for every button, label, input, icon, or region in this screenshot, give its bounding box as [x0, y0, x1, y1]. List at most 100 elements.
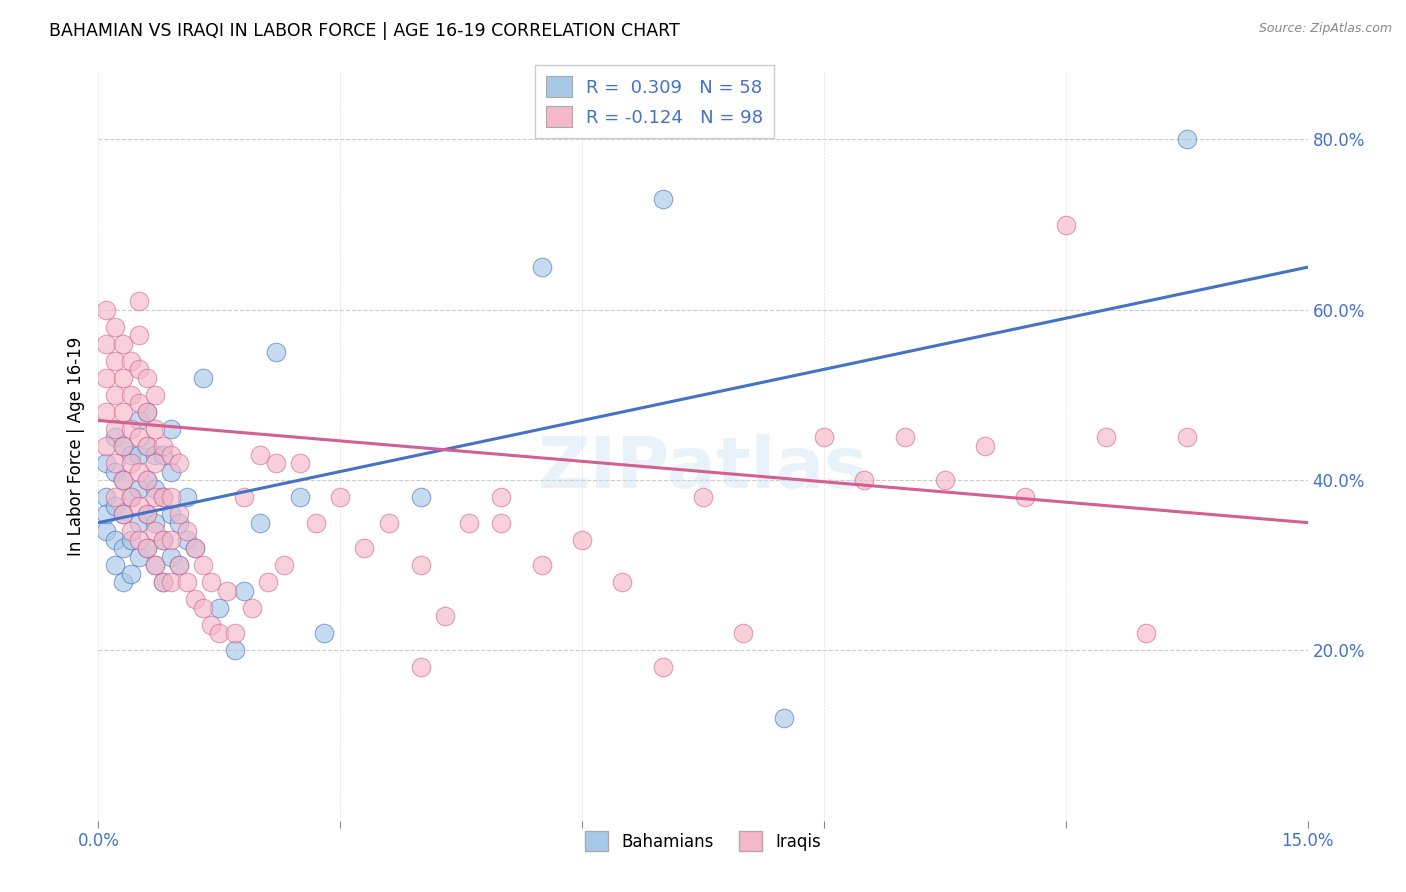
Point [103, 465, 125, 479]
Point [143, 482, 166, 496]
Point [135, 541, 157, 556]
Point [96, 405, 118, 419]
Point [934, 473, 956, 487]
Point [128, 430, 150, 444]
Point [974, 439, 997, 453]
Point [853, 473, 876, 487]
Point [143, 558, 166, 573]
Point [193, 600, 215, 615]
Point [120, 448, 142, 462]
Text: ZIPatlas: ZIPatlas [538, 434, 868, 503]
Point [224, 626, 246, 640]
Point [458, 516, 481, 530]
Point [96, 336, 118, 351]
Point [96, 456, 118, 470]
Point [152, 533, 174, 547]
Point [193, 558, 215, 573]
Point [103, 490, 125, 504]
Point [120, 456, 142, 470]
Point [111, 575, 134, 590]
Point [143, 448, 166, 462]
Point [103, 533, 125, 547]
Point [208, 626, 231, 640]
Point [135, 439, 157, 453]
Point [491, 490, 513, 504]
Point [111, 371, 134, 385]
Point [160, 549, 183, 564]
Point [152, 490, 174, 504]
Point [264, 345, 287, 359]
Point [571, 533, 593, 547]
Point [111, 541, 134, 556]
Point [120, 490, 142, 504]
Point [409, 558, 432, 573]
Point [273, 558, 295, 573]
Point [305, 516, 328, 530]
Point [135, 541, 157, 556]
Point [176, 490, 198, 504]
Point [1054, 218, 1077, 232]
Point [329, 490, 352, 504]
Point [103, 499, 125, 513]
Point [128, 413, 150, 427]
Point [120, 566, 142, 581]
Point [1014, 490, 1036, 504]
Point [143, 516, 166, 530]
Point [184, 592, 207, 607]
Point [96, 439, 118, 453]
Point [143, 558, 166, 573]
Point [135, 507, 157, 521]
Point [143, 524, 166, 538]
Point [96, 507, 118, 521]
Point [96, 302, 118, 317]
Point [232, 583, 254, 598]
Point [111, 507, 134, 521]
Point [128, 516, 150, 530]
Point [143, 456, 166, 470]
Point [103, 558, 125, 573]
Point [733, 626, 755, 640]
Point [167, 558, 190, 573]
Point [264, 456, 287, 470]
Point [103, 422, 125, 436]
Point [409, 490, 432, 504]
Point [167, 516, 190, 530]
Point [120, 524, 142, 538]
Point [160, 448, 183, 462]
Point [530, 260, 553, 275]
Point [167, 507, 190, 521]
Point [1175, 132, 1198, 146]
Point [128, 499, 150, 513]
Point [103, 319, 125, 334]
Point [176, 524, 198, 538]
Point [208, 600, 231, 615]
Point [128, 396, 150, 410]
Point [128, 482, 150, 496]
Point [893, 430, 915, 444]
Point [152, 575, 174, 590]
Point [1095, 430, 1118, 444]
Point [120, 388, 142, 402]
Point [249, 448, 271, 462]
Point [200, 617, 222, 632]
Text: Source: ZipAtlas.com: Source: ZipAtlas.com [1258, 22, 1392, 36]
Point [288, 456, 311, 470]
Point [152, 448, 174, 462]
Point [249, 516, 271, 530]
Legend: Bahamians, Iraqis: Bahamians, Iraqis [578, 825, 828, 857]
Point [135, 439, 157, 453]
Point [160, 422, 183, 436]
Point [135, 473, 157, 487]
Point [128, 328, 150, 343]
Point [152, 575, 174, 590]
Point [224, 643, 246, 657]
Point [434, 609, 457, 624]
Point [143, 490, 166, 504]
Point [143, 388, 166, 402]
Point [128, 465, 150, 479]
Point [160, 533, 183, 547]
Point [111, 439, 134, 453]
Point [409, 660, 432, 674]
Point [103, 388, 125, 402]
Point [314, 626, 336, 640]
